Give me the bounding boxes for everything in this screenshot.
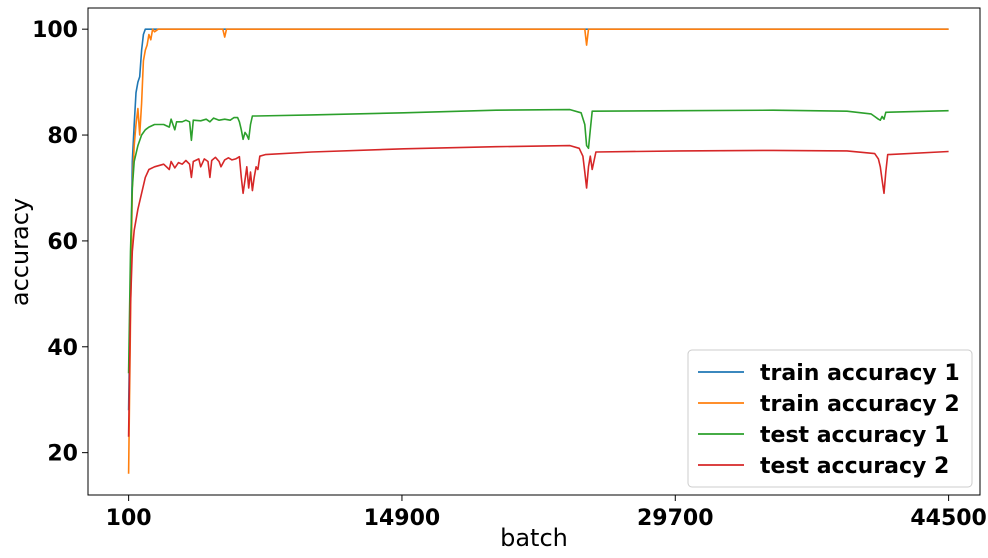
y-tick-label: 100 [32, 18, 78, 43]
x-tick-label: 29700 [637, 506, 714, 531]
series-line-2 [127, 28, 949, 474]
legend-label-3: test accuracy 1 [760, 423, 949, 448]
plot-area [87, 7, 981, 496]
x-tick-label: 14900 [364, 506, 441, 531]
series-line-4 [127, 144, 949, 437]
series-layer [127, 28, 949, 474]
legend-label-4: test accuracy 2 [760, 454, 949, 479]
legend-label-1: train accuracy 1 [760, 361, 960, 386]
y-axis: 20 40 60 80 100 [32, 18, 88, 467]
y-tick-label: 60 [47, 230, 78, 255]
y-tick-label: 80 [47, 124, 78, 149]
legend-frame [687, 349, 973, 488]
x-axis: 100 14900 29700 44500 [106, 495, 987, 531]
y-axis-label: accuracy [6, 198, 34, 306]
legend: train accuracy 1 train accuracy 2 test acc… [687, 349, 973, 488]
x-tick-label: 44500 [910, 506, 987, 531]
x-tick-label: 100 [106, 506, 152, 531]
series-line-3 [127, 108, 949, 374]
legend-label-2: train accuracy 2 [760, 392, 960, 417]
y-tick-label: 40 [47, 336, 78, 361]
x-axis-label: batch [500, 524, 568, 552]
y-tick-label: 20 [47, 442, 78, 467]
plot-frame [87, 7, 981, 496]
